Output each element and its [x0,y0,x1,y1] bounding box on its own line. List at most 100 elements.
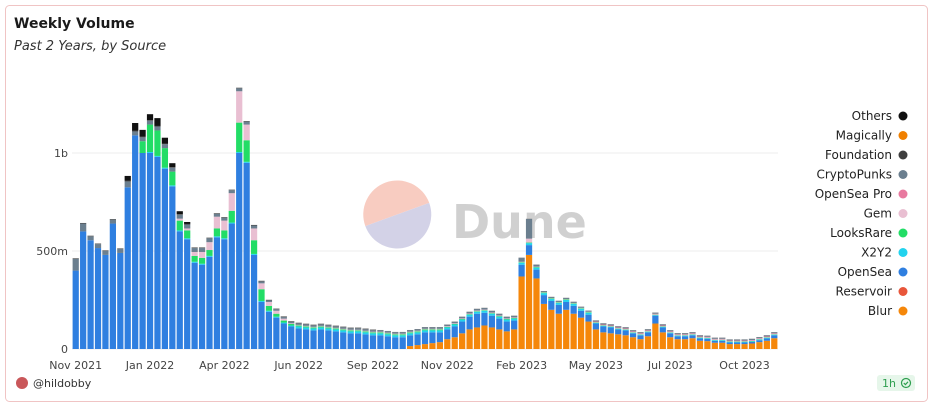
bar-segment [592,323,600,330]
author-avatar [16,377,28,389]
bar-segment [369,335,377,349]
bar-segment [748,339,756,341]
bar-segment [615,328,622,330]
bar-segment [511,318,518,319]
bar-segment [459,333,466,349]
x-tick-label: Nov 2022 [421,359,474,372]
bar-segment [124,187,131,349]
legend-label: LooksRare [830,226,892,240]
bar-segment [525,245,533,255]
bar-segment [154,155,161,157]
bar-segment [607,324,614,326]
bar-segment [674,336,681,340]
bar-segment [325,328,332,331]
bar-segment [659,324,666,326]
bar-segment [399,334,406,336]
bar-segment [146,152,154,153]
bar-segment [748,339,756,340]
bar-segment [763,336,770,338]
bar-segment [459,318,466,320]
bar-segment [704,338,711,342]
bar-segment [734,344,741,349]
bar-segment [407,332,414,334]
bar-segment [734,341,741,343]
bar-segment [652,315,659,316]
bar-segment [347,330,354,332]
bar-segment [444,324,451,327]
bar-segment [154,156,161,349]
legend-swatch [898,150,908,160]
bar-segment [302,329,310,349]
bar-segment [258,280,265,282]
bar-segment [496,315,503,317]
bar-segment [518,264,525,277]
bar-segment [221,217,228,221]
bar-segment [607,327,614,334]
bar-segment [332,326,339,328]
bar-segment [191,248,198,252]
bar-segment [726,341,733,343]
bar-segment [689,335,696,339]
bar-segment [288,326,295,349]
bar-segment [221,217,228,218]
bar-segment [615,334,622,349]
bar-segment [72,270,79,349]
bar-segment [221,239,228,349]
bar-segment [756,339,763,341]
bar-segment [213,228,221,237]
bar-segment [696,336,704,338]
bar-segment [473,310,481,312]
bar-segment [436,332,443,343]
legend-label: Others [852,109,892,123]
bar-segment [696,335,704,337]
bar-segment [525,219,533,239]
bar-segment [340,327,347,329]
bar-segment [600,332,607,349]
author[interactable]: @hildobby [33,377,92,390]
bar-segment [444,329,451,340]
bar-segment [355,330,362,332]
bar-segment [607,333,614,349]
bar-segment [325,325,332,327]
bar-segment [711,340,718,341]
bar-segment [540,303,548,349]
bar-segment [622,329,629,331]
bar-segment [146,120,154,125]
bar-segment [696,338,704,341]
bar-segment [414,330,421,332]
bar-segment [473,313,481,328]
bar-segment [87,240,94,349]
bar-segment [87,235,94,237]
bar-segment [607,326,614,328]
bar-segment [421,328,429,330]
bar-segment [280,316,287,318]
bar-segment [332,328,339,330]
bar-segment [496,316,503,319]
bar-segment [407,333,414,336]
bar-segment [488,313,495,316]
bar-segment [347,327,354,329]
bar-segment [295,325,302,327]
bar-segment [436,330,443,333]
bar-segment [600,325,607,327]
bar-segment [741,341,748,343]
bar-segment [429,327,436,329]
bar-segment [258,283,265,290]
bar-segment [250,253,258,255]
bar-segment [340,326,347,328]
bar-segment [377,331,384,333]
bar-segment [652,323,659,349]
bar-segment [756,342,763,349]
legend-label: Magically [836,129,892,143]
bar-segment [555,302,562,305]
bar-segment [726,339,733,341]
bar-segment [667,330,674,332]
bar-segment [355,328,362,330]
plot: 0 500m 1b Nov 2021 Jan 2022 Apr 2022 Jun 2022 S… [36,87,778,372]
bar-segment [592,321,600,323]
refresh-icon [903,381,909,386]
bar-segment [681,335,689,337]
bar-segment [384,334,391,337]
bar-segment [355,333,362,349]
